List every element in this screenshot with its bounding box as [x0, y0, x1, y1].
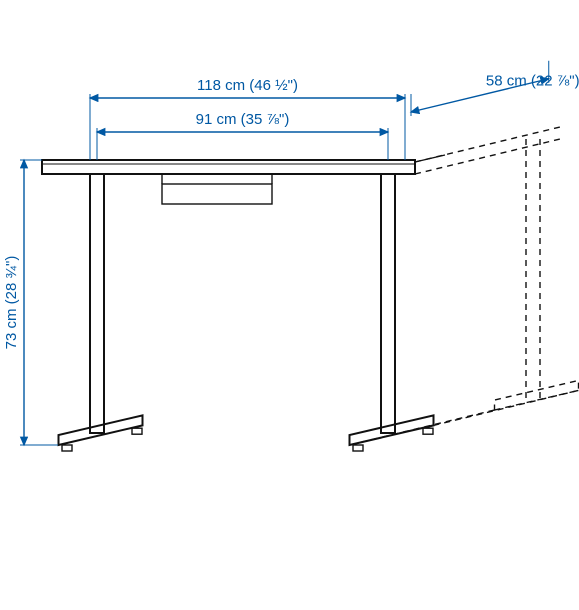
dim-label: 118 cm (46 ½")	[197, 77, 298, 94]
dimension-diagram: 118 cm (46 ½") 91 cm (35 ⅞") 58 cm (22 ⅞")…	[0, 0, 579, 610]
desk-frame	[42, 155, 445, 451]
dim-label: 58 cm (22 ⅞")	[486, 72, 579, 89]
dim-label: 91 cm (35 ⅞")	[196, 111, 290, 128]
dim-label: 73 cm (28 ¾")	[3, 256, 20, 350]
